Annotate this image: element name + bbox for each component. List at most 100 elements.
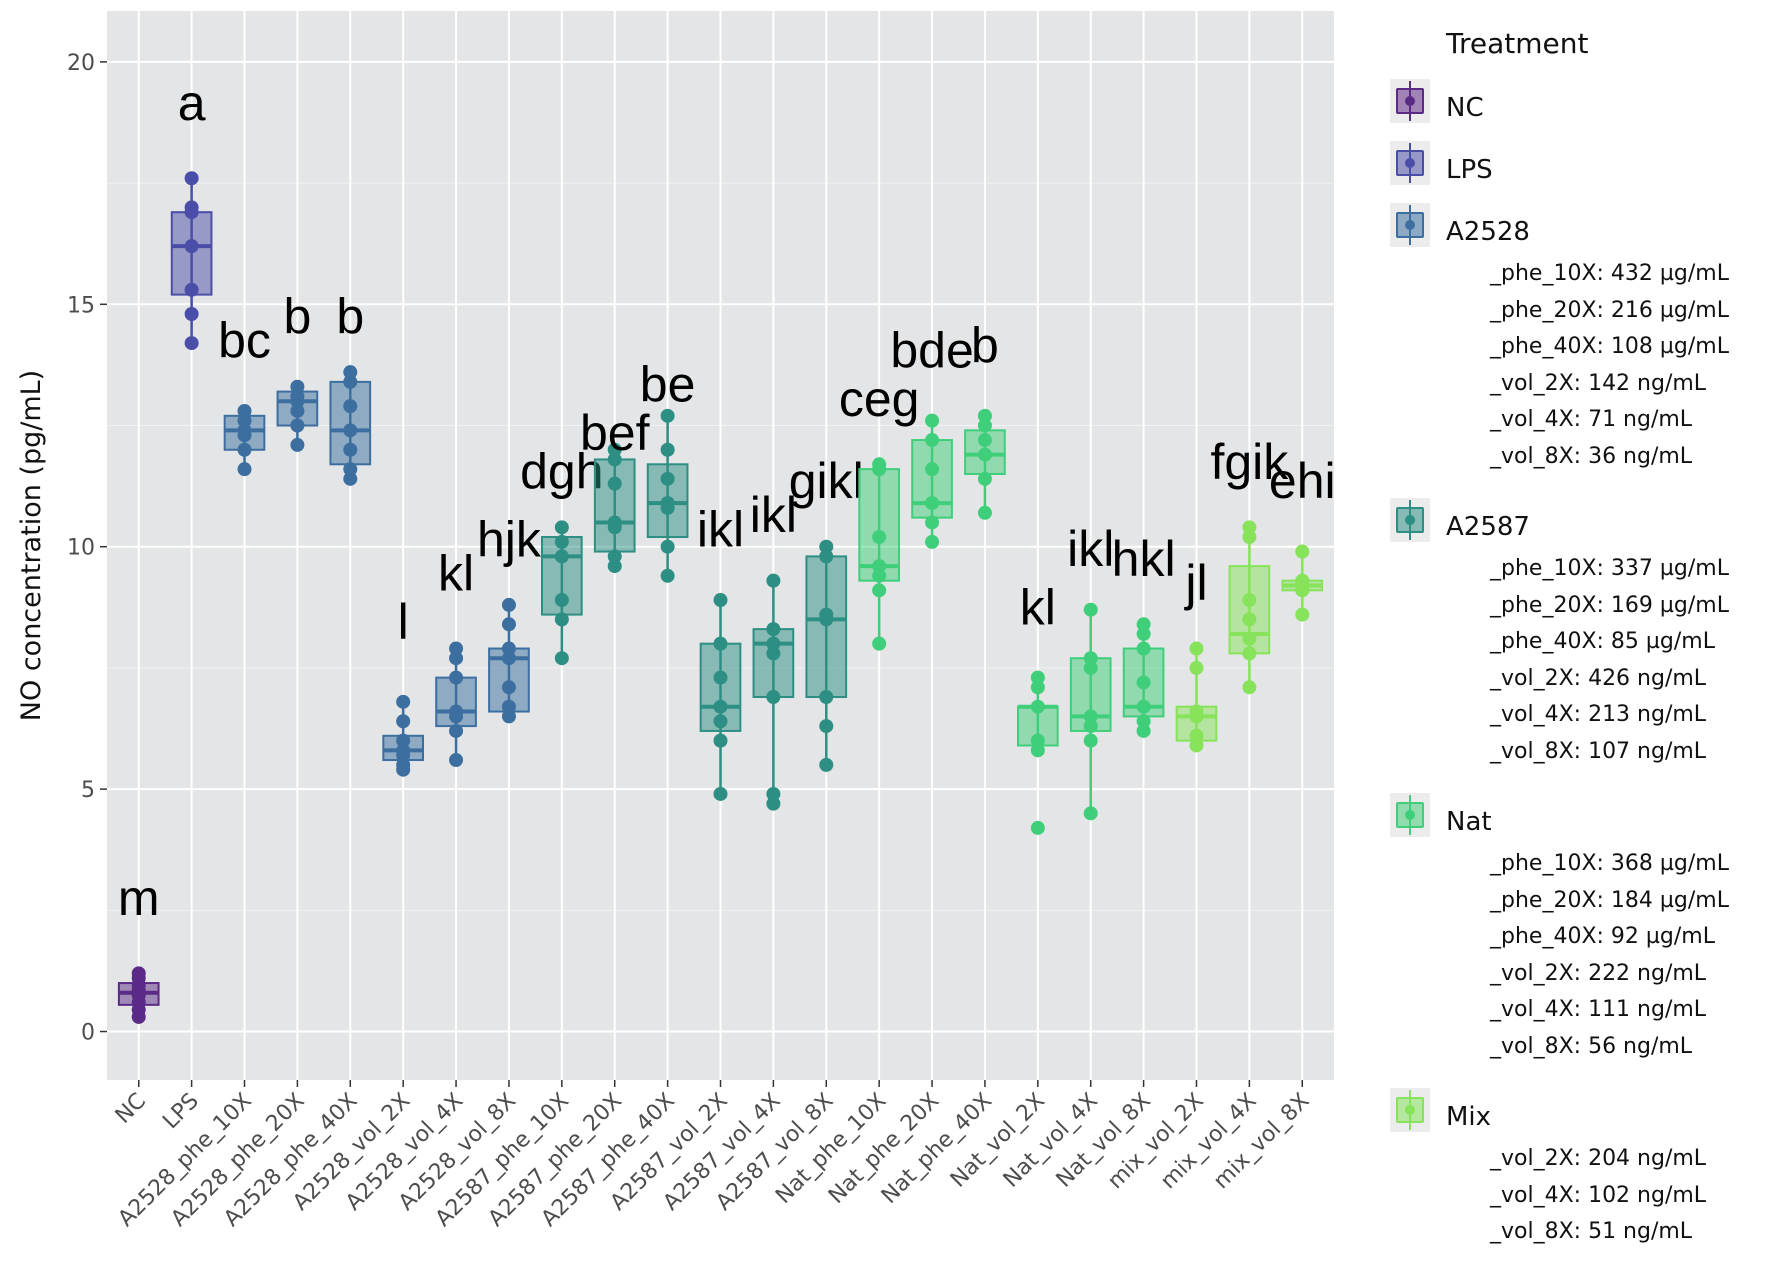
significance-letter: b	[336, 288, 364, 344]
data-point	[766, 796, 781, 811]
data-point	[977, 408, 992, 423]
data-point	[501, 709, 516, 724]
legend-sublabel: _phe_10X: 432 µg/mL	[1490, 261, 1729, 286]
significance-letter: gikl	[789, 453, 864, 509]
box-nat_vol_4x: ikl	[1067, 521, 1114, 821]
data-point	[713, 733, 728, 748]
data-point	[396, 694, 411, 709]
data-point	[713, 786, 728, 801]
data-point	[1136, 675, 1151, 690]
significance-letter: ikl	[1067, 521, 1114, 577]
box-a2528_vol_4x: kl	[435, 545, 477, 768]
data-point	[237, 413, 252, 428]
significance-letter: ceg	[839, 371, 920, 427]
legend-sublabel: _vol_4X: 213 ng/mL	[1490, 702, 1707, 727]
data-point	[977, 433, 992, 448]
data-point	[290, 418, 305, 433]
significance-letter: ikl	[750, 487, 797, 543]
data-point	[554, 549, 569, 564]
data-point	[1030, 733, 1045, 748]
legend-label: A2528	[1446, 217, 1530, 247]
legend-sublabel: _vol_2X: 426 ng/mL	[1490, 665, 1707, 691]
legend: Treatment NC LPS A2528 _phe_10X: 432 µg/mL _…	[1390, 18, 1770, 1265]
box-a2587_vol_8x: gikl	[789, 453, 864, 772]
data-point	[1030, 680, 1045, 695]
data-point	[1136, 617, 1151, 632]
legend-sublabel: _vol_8X: 51 ng/mL	[1490, 1219, 1693, 1244]
data-point	[1030, 670, 1045, 685]
data-point	[1136, 626, 1151, 641]
significance-letter: kl	[1020, 579, 1056, 635]
data-point	[1189, 728, 1204, 743]
data-point	[501, 680, 516, 695]
data-point	[607, 515, 622, 530]
data-point	[1189, 738, 1204, 753]
data-point	[1189, 641, 1204, 656]
data-point	[925, 515, 940, 530]
data-point	[290, 403, 305, 418]
legend-label: A2587	[1446, 512, 1530, 542]
legend-sublabel: _vol_4X: 71 ng/mL	[1490, 407, 1693, 432]
y-tick-label: 0	[81, 1021, 95, 1046]
data-point	[501, 617, 516, 632]
data-point	[977, 505, 992, 520]
data-point	[343, 423, 358, 438]
data-point	[184, 336, 199, 351]
legend-sublabel: _phe_40X: 92 µg/mL	[1490, 924, 1715, 949]
significance-letter: l	[398, 594, 409, 650]
data-point	[396, 757, 411, 772]
legend-item-mix: Mix	[1390, 1079, 1770, 1141]
data-point	[819, 690, 834, 705]
data-point	[925, 534, 940, 549]
data-point	[1083, 651, 1098, 666]
box-a2587_phe_40x: be	[640, 356, 695, 583]
y-tick-label: 10	[67, 536, 95, 561]
legend-sublabel: _vol_4X: 111 ng/mL	[1490, 997, 1707, 1022]
data-point	[237, 423, 252, 438]
legend-sublabel: _phe_10X: 368 µg/mL	[1490, 851, 1729, 876]
data-point	[184, 282, 199, 297]
data-point	[1295, 573, 1310, 588]
box-a2587_vol_2x: ikl	[697, 502, 744, 801]
legend-sublabel: _vol_2X: 222 ng/mL	[1490, 960, 1707, 986]
data-point	[237, 462, 252, 477]
significance-letter: b	[283, 288, 311, 344]
data-point	[1242, 680, 1257, 695]
box-a2587_phe_10x: dgh	[520, 444, 604, 666]
legend-sublabel: _vol_2X: 204 ng/mL	[1490, 1146, 1707, 1171]
x-tick-label: LPS	[158, 1089, 204, 1135]
data-point	[1189, 704, 1204, 719]
significance-letter: hjk	[477, 511, 542, 567]
data-point	[449, 651, 464, 666]
data-point	[184, 307, 199, 322]
data-point	[766, 573, 781, 588]
data-point	[872, 530, 887, 545]
legend-key-icon	[1390, 793, 1430, 837]
box	[170, 211, 213, 296]
data-point	[343, 471, 358, 486]
y-tick-label: 15	[67, 293, 95, 318]
data-point	[343, 462, 358, 477]
data-point	[713, 636, 728, 651]
data-point	[1030, 699, 1045, 714]
legend-label: LPS	[1446, 155, 1493, 185]
data-point	[925, 496, 940, 511]
data-point	[1136, 699, 1151, 714]
legend-sublabel: _phe_20X: 169 µg/mL	[1490, 592, 1729, 618]
data-point	[396, 733, 411, 748]
data-point	[1030, 820, 1045, 835]
data-point	[925, 413, 940, 428]
legend-item-nc: NC	[1390, 70, 1770, 132]
data-point	[1242, 631, 1257, 646]
data-point	[660, 539, 675, 554]
significance-letter: hkl	[1112, 531, 1176, 587]
legend-key-icon	[1390, 498, 1430, 542]
box-nat_phe_20x: bde	[890, 322, 974, 549]
data-point	[660, 568, 675, 583]
legend-sublabel: _phe_20X: 216 µg/mL	[1490, 297, 1729, 323]
data-point	[1083, 709, 1098, 724]
legend-sublabel: _vol_8X: 36 ng/mL	[1490, 443, 1693, 469]
significance-letter: bc	[218, 313, 271, 369]
data-point	[184, 239, 199, 254]
data-point	[819, 539, 834, 554]
